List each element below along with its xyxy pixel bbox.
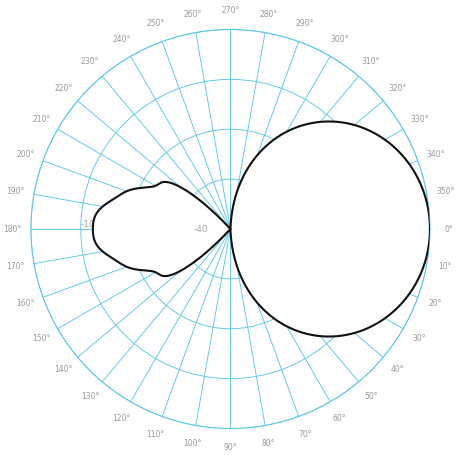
Text: -40: -40: [193, 224, 208, 234]
Polygon shape: [93, 121, 430, 337]
